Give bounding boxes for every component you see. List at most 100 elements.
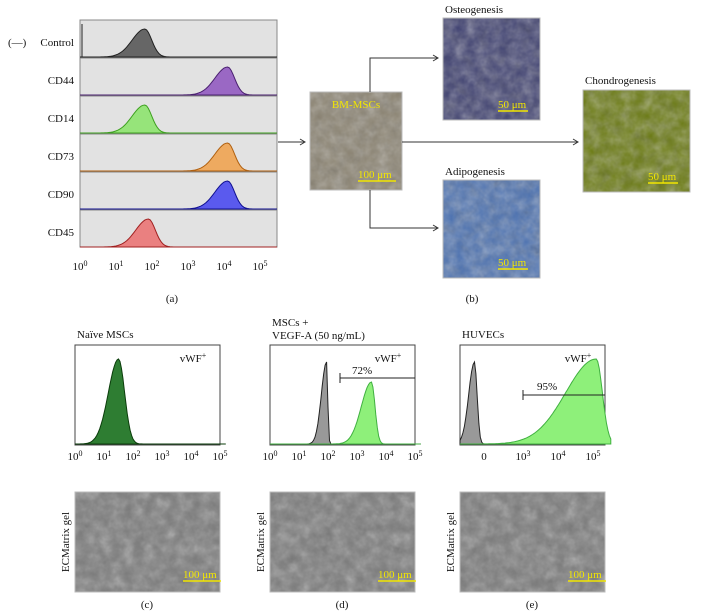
micrograph-border xyxy=(459,491,606,593)
tick-label: 103 xyxy=(155,449,170,464)
panel-title: Naïve MSCs xyxy=(77,329,134,341)
marker-label: vWF+ xyxy=(565,351,592,366)
legend-prefix: (—) xyxy=(8,37,27,49)
tick-label: 103 xyxy=(181,259,196,274)
tick-exp: 0 xyxy=(79,449,83,458)
tick-exp: 1 xyxy=(108,449,112,458)
histogram-row xyxy=(79,171,278,210)
tick-base: 10 xyxy=(184,451,196,463)
panel-title: HUVECs xyxy=(462,329,504,341)
histogram-panel xyxy=(74,344,221,446)
tick-exp: 4 xyxy=(228,259,232,268)
histogram-curve xyxy=(460,358,612,445)
tick-label: 103 xyxy=(350,449,365,464)
tick-base: 10 xyxy=(109,261,121,273)
histogram-curve xyxy=(270,381,421,445)
tick-label: 104 xyxy=(551,449,566,464)
tick-exp: 3 xyxy=(527,449,531,458)
marker-label: CD45 xyxy=(48,227,75,239)
tick-base: 10 xyxy=(217,261,229,273)
tick-exp: 4 xyxy=(562,449,566,458)
panel-label: (e) xyxy=(526,599,539,611)
tick-base: 10 xyxy=(126,451,138,463)
tick-exp: 3 xyxy=(166,449,170,458)
tick-label: 104 xyxy=(217,259,232,274)
tick-base: 10 xyxy=(350,451,362,463)
tick-exp: 1 xyxy=(120,259,124,268)
tick-label: 100 xyxy=(73,259,88,274)
micrograph-border xyxy=(74,491,221,593)
micrograph-border xyxy=(582,89,691,193)
image-label: ECMatrix gel xyxy=(60,512,72,572)
tick-base: 10 xyxy=(379,451,391,463)
tick-label: 103 xyxy=(516,449,531,464)
tick-base: 10 xyxy=(68,451,80,463)
tick-base: 10 xyxy=(181,261,193,273)
micrograph-border xyxy=(442,17,541,121)
micrograph-texture xyxy=(310,92,402,190)
tick-base: 10 xyxy=(408,451,420,463)
tick-exp: 1 xyxy=(303,449,307,458)
green xyxy=(460,358,612,445)
tick-label: 102 xyxy=(145,259,160,274)
marker-label: CD90 xyxy=(48,189,75,201)
histogram-panel xyxy=(269,344,416,446)
tick-exp: 3 xyxy=(192,259,196,268)
tick-base: 10 xyxy=(253,261,265,273)
histogram-row xyxy=(79,95,278,134)
micrograph-border xyxy=(442,179,541,279)
scale-bar-label: 50 μm xyxy=(648,171,677,183)
image-label: ECMatrix gel xyxy=(445,512,457,572)
micrograph-texture xyxy=(460,492,605,592)
scale-bar-label: 50 μm xyxy=(498,257,527,269)
marker-text: vWF xyxy=(565,353,587,365)
tick-label: 104 xyxy=(379,449,394,464)
tick-base: 10 xyxy=(516,451,528,463)
panel-title: VEGF-A (50 ng/mL) xyxy=(272,330,365,342)
tick-exp: 5 xyxy=(419,449,423,458)
micrograph-texture xyxy=(583,90,690,192)
tick-label: 101 xyxy=(109,259,124,274)
scale-bar-label: 100 μm xyxy=(358,169,392,181)
histogram-frame xyxy=(269,344,416,446)
tick-base: 10 xyxy=(551,451,563,463)
image-title: Adipogenesis xyxy=(445,166,505,178)
marker-sup: + xyxy=(587,351,592,360)
tick-label: 0 xyxy=(481,451,487,463)
scale-bar-label: 100 μm xyxy=(183,569,217,581)
tick-exp: 5 xyxy=(264,259,268,268)
tick-exp: 0 xyxy=(274,449,278,458)
panel-label: (b) xyxy=(466,293,479,305)
scale-bar-label: 100 μm xyxy=(568,569,602,581)
tick-exp: 3 xyxy=(361,449,365,458)
image-title: Chondrogenesis xyxy=(585,75,656,87)
tick-exp: 2 xyxy=(332,449,336,458)
micrograph-texture xyxy=(75,492,220,592)
tick-exp: 5 xyxy=(597,449,601,458)
scale-bar-label: 100 μm xyxy=(378,569,412,581)
panel-title: MSCs + xyxy=(272,317,308,329)
tick-base: 10 xyxy=(155,451,167,463)
tick-exp: 2 xyxy=(156,259,160,268)
micrograph-texture xyxy=(270,492,415,592)
tick-exp: 5 xyxy=(224,449,228,458)
tick-label: 104 xyxy=(184,449,199,464)
tick-label: 101 xyxy=(97,449,112,464)
histogram-row xyxy=(79,57,278,96)
tick-exp: 0 xyxy=(84,259,88,268)
marker-text: vWF xyxy=(375,353,397,365)
tick-label: 105 xyxy=(586,449,601,464)
tick-base: 10 xyxy=(145,261,157,273)
tick-label: 102 xyxy=(126,449,141,464)
gate-label: 95% xyxy=(537,381,557,393)
tick-exp: 4 xyxy=(195,449,199,458)
tick-exp: 2 xyxy=(137,449,141,458)
marker-label: vWF+ xyxy=(375,351,402,366)
panel-label: (d) xyxy=(336,599,349,611)
micrographs xyxy=(74,17,691,593)
tick-label: 100 xyxy=(68,449,83,464)
tick-label: 102 xyxy=(321,449,336,464)
micrograph-border xyxy=(269,491,416,593)
marker-sup: + xyxy=(202,351,207,360)
